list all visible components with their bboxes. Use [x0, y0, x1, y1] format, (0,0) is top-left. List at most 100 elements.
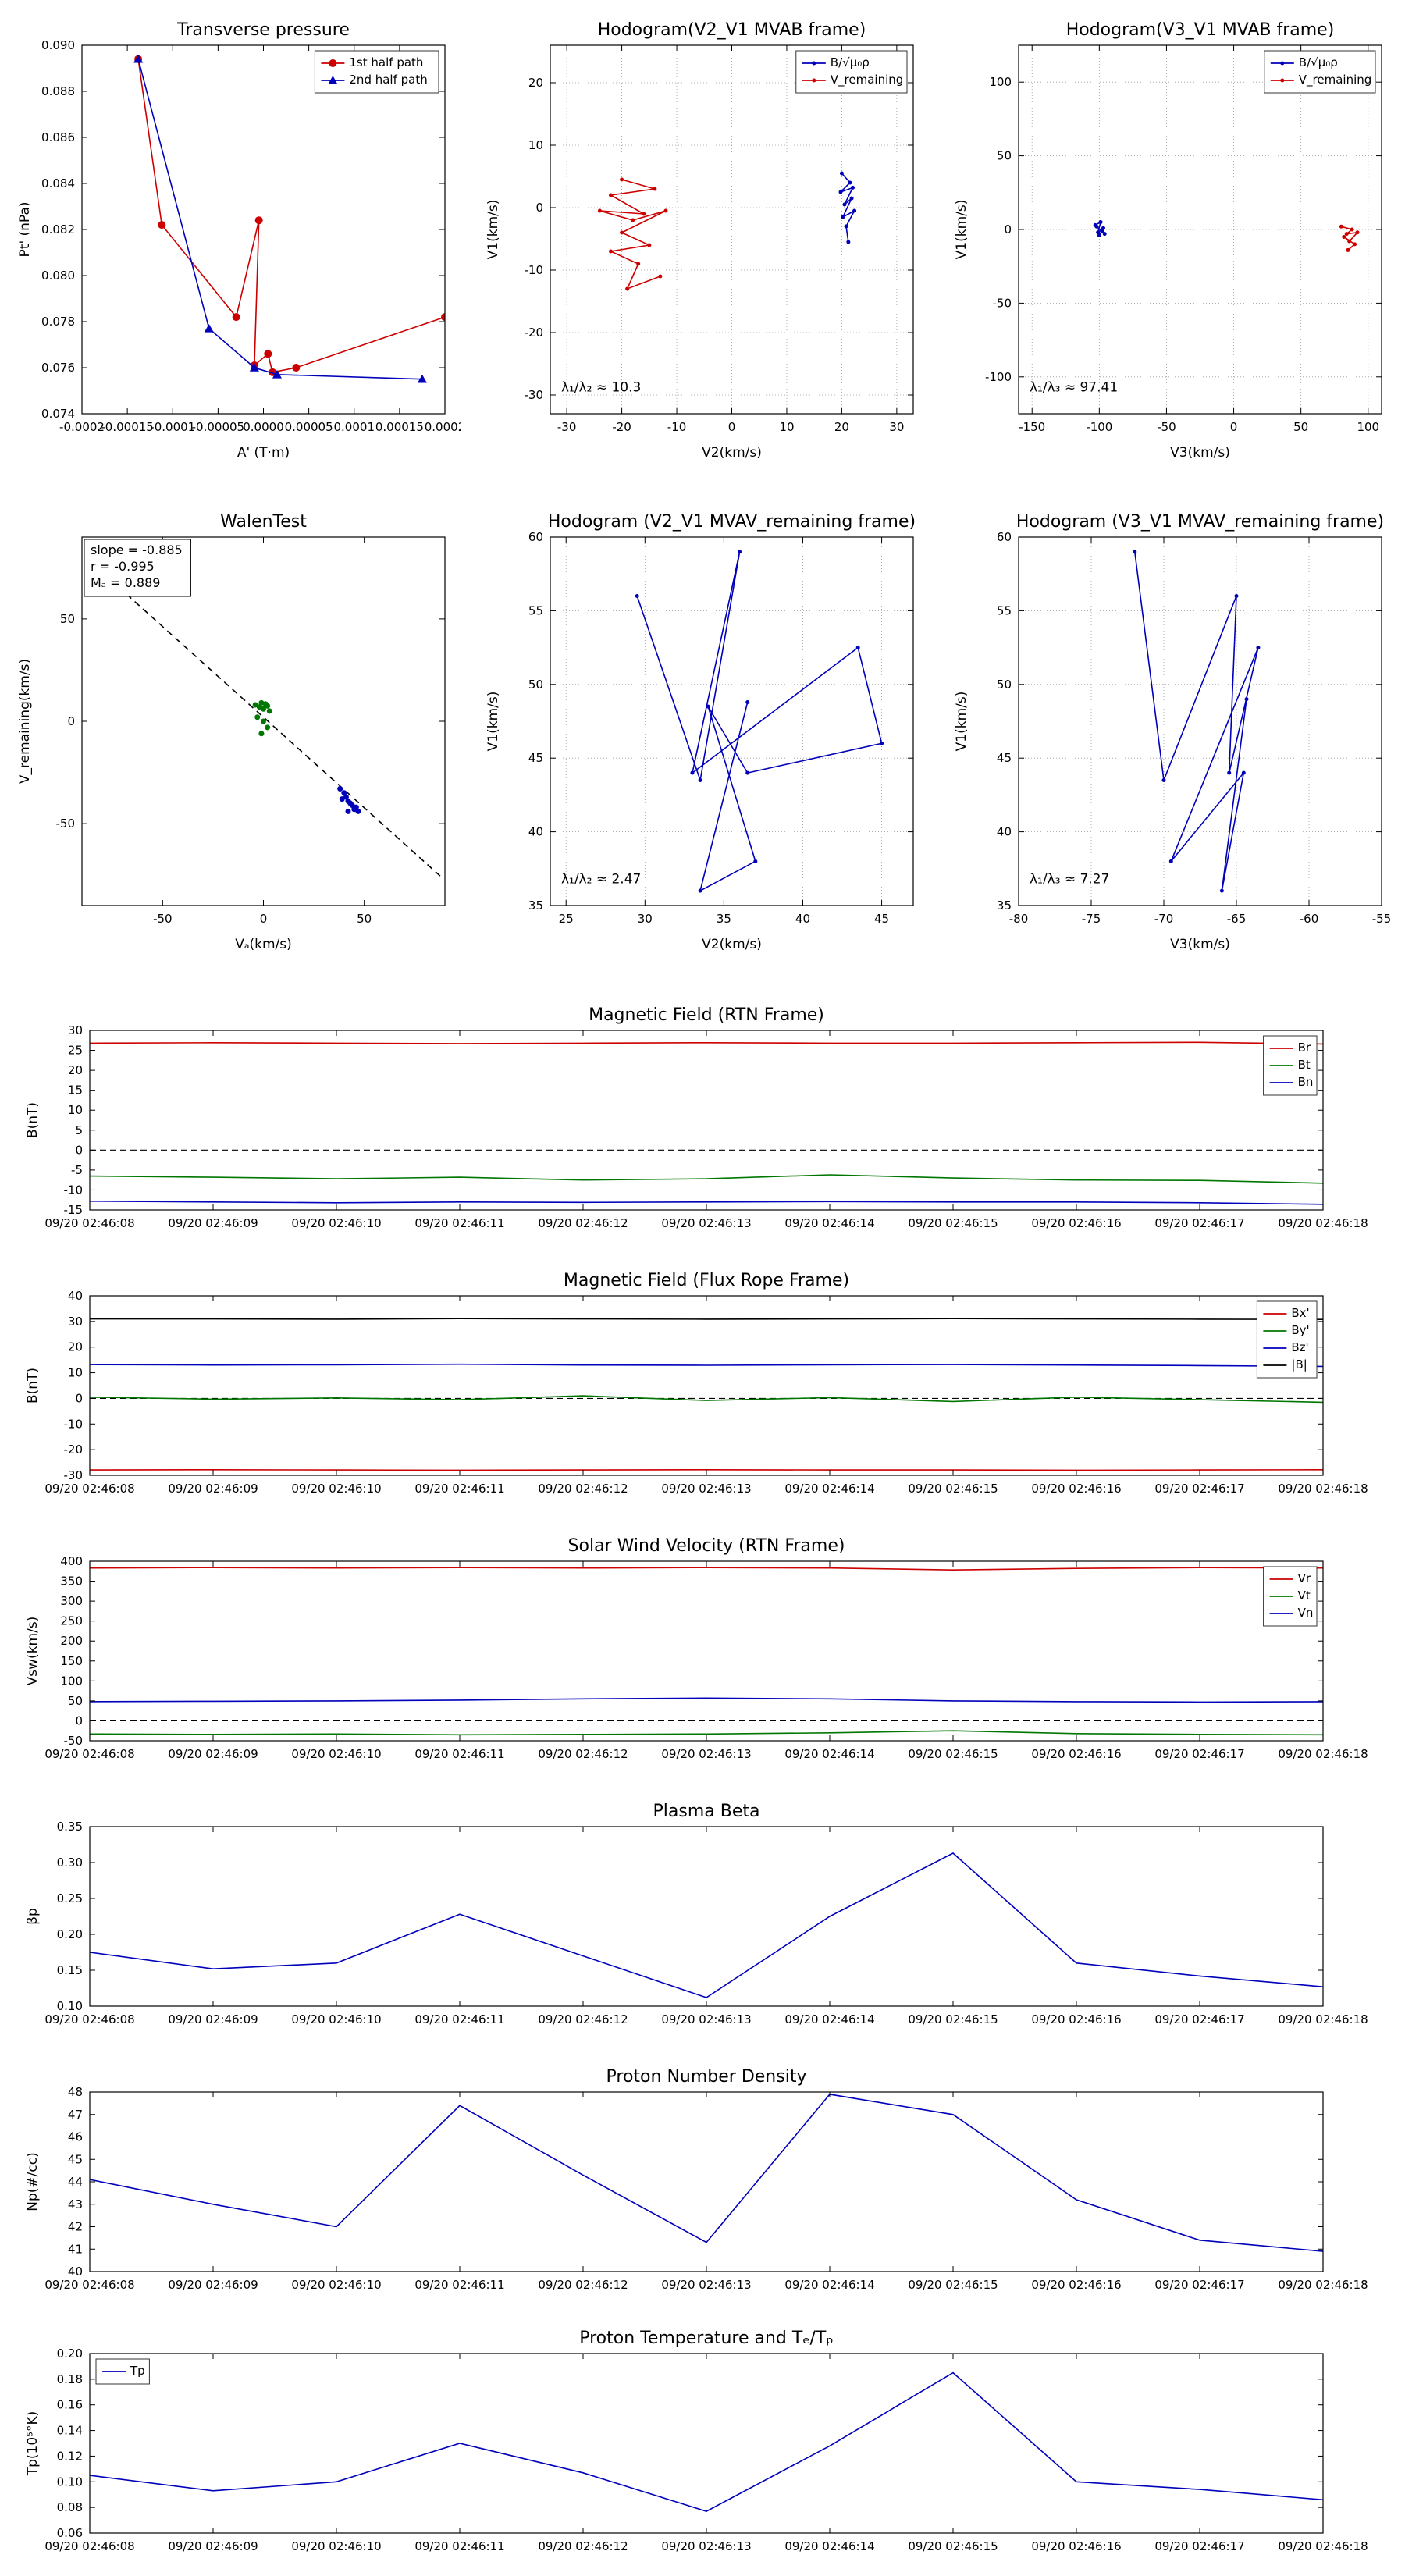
svg-text:48: 48 — [68, 2085, 83, 2099]
svg-text:25: 25 — [68, 1044, 83, 1058]
chart-transverse-pressure: -0.0002 -0.00015 -0.0001 -0.00005 0.0000 0.00… — [8, 8, 465, 476]
svg-text:-80: -80 — [1009, 912, 1029, 926]
svg-text:5: 5 — [75, 1123, 83, 1137]
svg-text:09/20 02:46:17: 09/20 02:46:17 — [1154, 1482, 1244, 1496]
svg-text:-60: -60 — [1300, 912, 1319, 926]
svg-text:09/20 02:46:12: 09/20 02:46:12 — [538, 2012, 628, 2026]
svg-text:Magnetic Field (Flux Rope Fram: Magnetic Field (Flux Rope Frame) — [564, 1271, 849, 1290]
svg-text:0: 0 — [75, 1143, 83, 1157]
svg-text:0.088: 0.088 — [41, 84, 75, 98]
svg-text:09/20 02:46:10: 09/20 02:46:10 — [291, 1216, 381, 1230]
svg-text:09/20 02:46:09: 09/20 02:46:09 — [168, 2539, 258, 2553]
svg-text:0.14: 0.14 — [57, 2424, 83, 2438]
chart-proton-temperature: 09/20 02:46:08 09/20 02:46:09 09/20 02:46:… — [8, 2322, 1397, 2572]
svg-text:09/20 02:46:16: 09/20 02:46:16 — [1031, 2539, 1121, 2553]
svg-text:Bt: Bt — [1298, 1058, 1311, 1072]
svg-text:09/20 02:46:12: 09/20 02:46:12 — [538, 1482, 628, 1496]
svg-text:0: 0 — [75, 1391, 83, 1405]
svg-text:09/20 02:46:18: 09/20 02:46:18 — [1278, 2012, 1368, 2026]
svg-text:0: 0 — [1004, 222, 1012, 237]
svg-text:Proton Temperature and Tₑ/Tₚ: Proton Temperature and Tₑ/Tₚ — [579, 2329, 834, 2348]
svg-text:09/20 02:46:11: 09/20 02:46:11 — [414, 2539, 504, 2553]
svg-text:50: 50 — [997, 678, 1012, 692]
svg-text:43: 43 — [68, 2197, 83, 2211]
svg-text:0.078: 0.078 — [41, 315, 75, 329]
svg-text:09/20 02:46:13: 09/20 02:46:13 — [661, 2539, 751, 2553]
svg-text:Np(#/cc): Np(#/cc) — [25, 2152, 41, 2211]
svg-text:-50: -50 — [64, 1734, 84, 1748]
svg-text:-10: -10 — [64, 1183, 84, 1197]
svg-text:Tp(10⁵°K): Tp(10⁵°K) — [25, 2411, 41, 2477]
svg-text:300: 300 — [60, 1594, 83, 1608]
chart-vsw-rtn: 09/20 02:46:08 09/20 02:46:09 09/20 02:46:… — [8, 1530, 1397, 1780]
chart-hodogram-v2v1-mvab: -30 -20 -10 0 10 20 30 -30 -20 -10 0 10 20 Hodogram(V… — [476, 8, 929, 476]
svg-text:0: 0 — [1230, 420, 1238, 434]
svg-text:Transverse pressure: Transverse pressure — [176, 20, 350, 40]
svg-text:35: 35 — [997, 898, 1012, 913]
svg-text:09/20 02:46:14: 09/20 02:46:14 — [784, 2539, 874, 2553]
svg-text:09/20 02:46:11: 09/20 02:46:11 — [414, 1482, 504, 1496]
chart-hodogram-v3v1-mvav: -80 -75 -70 -65 -60 -55 35 40 45 50 55 60 Hodogram (… — [944, 500, 1397, 968]
svg-text:-50: -50 — [56, 817, 76, 831]
svg-text:09/20 02:46:14: 09/20 02:46:14 — [784, 2278, 874, 2292]
svg-text:0: 0 — [728, 420, 736, 434]
svg-text:41: 41 — [68, 2242, 83, 2256]
svg-text:46: 46 — [68, 2130, 83, 2144]
svg-text:Pt' (nPa): Pt' (nPa) — [17, 202, 33, 258]
svg-text:0.0000: 0.0000 — [243, 420, 284, 434]
svg-text:09/20 02:46:18: 09/20 02:46:18 — [1278, 2278, 1368, 2292]
svg-text:09/20 02:46:08: 09/20 02:46:08 — [44, 1216, 134, 1230]
svg-text:09/20 02:46:12: 09/20 02:46:12 — [538, 1216, 628, 1230]
svg-text:V2(km/s): V2(km/s) — [702, 445, 762, 461]
svg-text:V_remaining(km/s): V_remaining(km/s) — [17, 659, 33, 784]
svg-text:09/20 02:46:11: 09/20 02:46:11 — [414, 1747, 504, 1761]
svg-text:Proton Number Density: Proton Number Density — [606, 2067, 807, 2087]
svg-text:0.06: 0.06 — [57, 2526, 83, 2540]
svg-text:09/20 02:46:18: 09/20 02:46:18 — [1278, 1747, 1368, 1761]
svg-text:0.30: 0.30 — [57, 1856, 83, 1870]
svg-text:09/20 02:46:15: 09/20 02:46:15 — [908, 1216, 998, 1230]
svg-text:λ₁/λ₂ ≈ 10.3: λ₁/λ₂ ≈ 10.3 — [561, 380, 641, 396]
svg-text:10: 10 — [68, 1103, 83, 1117]
svg-text:βp: βp — [25, 1908, 41, 1925]
svg-text:V_remaining: V_remaining — [1299, 73, 1372, 87]
svg-text:-0.00015: -0.00015 — [101, 420, 153, 434]
svg-text:-75: -75 — [1082, 912, 1101, 926]
svg-text:0.076: 0.076 — [41, 361, 75, 375]
svg-text:09/20 02:46:13: 09/20 02:46:13 — [661, 1482, 751, 1496]
svg-text:09/20 02:46:08: 09/20 02:46:08 — [44, 1482, 134, 1496]
svg-text:Hodogram(V2_V1 MVAB frame): Hodogram(V2_V1 MVAB frame) — [598, 20, 866, 40]
svg-text:λ₁/λ₃ ≈ 7.27: λ₁/λ₃ ≈ 7.27 — [1030, 872, 1109, 888]
svg-text:20: 20 — [834, 420, 849, 434]
svg-text:30: 30 — [68, 1023, 83, 1037]
svg-text:slope = -0.885: slope = -0.885 — [91, 543, 183, 557]
svg-text:09/20 02:46:17: 09/20 02:46:17 — [1154, 2012, 1244, 2026]
svg-text:100: 100 — [60, 1674, 83, 1688]
svg-text:0.15: 0.15 — [57, 1963, 83, 1977]
svg-text:42: 42 — [68, 2220, 83, 2234]
svg-text:60: 60 — [997, 530, 1012, 544]
svg-text:50: 50 — [60, 612, 75, 626]
svg-text:09/20 02:46:12: 09/20 02:46:12 — [538, 2539, 628, 2553]
svg-text:09/20 02:46:10: 09/20 02:46:10 — [291, 1747, 381, 1761]
svg-text:Vsw(km/s): Vsw(km/s) — [25, 1617, 41, 1686]
svg-text:20: 20 — [68, 1340, 83, 1354]
svg-text:WalenTest: WalenTest — [220, 512, 307, 532]
svg-text:09/20 02:46:15: 09/20 02:46:15 — [908, 2278, 998, 2292]
svg-text:45: 45 — [997, 751, 1012, 765]
svg-text:60: 60 — [528, 530, 543, 544]
svg-text:09/20 02:46:15: 09/20 02:46:15 — [908, 1482, 998, 1496]
svg-text:-150: -150 — [1019, 420, 1045, 434]
svg-text:09/20 02:46:15: 09/20 02:46:15 — [908, 2012, 998, 2026]
svg-text:09/20 02:46:15: 09/20 02:46:15 — [908, 1747, 998, 1761]
svg-text:30: 30 — [638, 912, 653, 926]
svg-text:0.0002: 0.0002 — [425, 420, 461, 434]
svg-text:Br: Br — [1298, 1041, 1311, 1055]
svg-text:50: 50 — [528, 678, 543, 692]
svg-text:-30: -30 — [64, 1468, 84, 1482]
svg-text:09/20 02:46:14: 09/20 02:46:14 — [784, 1216, 874, 1230]
svg-text:09/20 02:46:16: 09/20 02:46:16 — [1031, 1216, 1121, 1230]
svg-text:100: 100 — [1357, 420, 1379, 434]
svg-text:-15: -15 — [64, 1203, 84, 1217]
svg-text:1st half path: 1st half path — [349, 55, 423, 69]
